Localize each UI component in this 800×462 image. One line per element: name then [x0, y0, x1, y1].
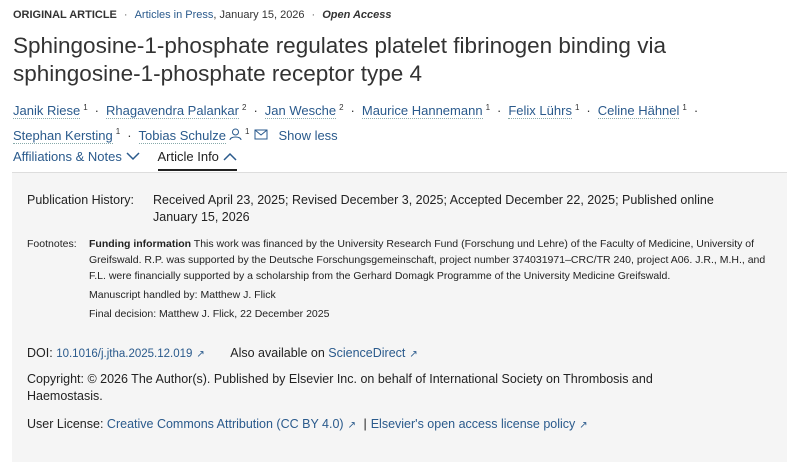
value: Funding information This work was financ…	[89, 236, 769, 322]
license-row: User License: Creative Commons Attributi…	[27, 417, 588, 431]
final-decision: Final decision: Matthew J. Flick, 22 Dec…	[89, 308, 330, 320]
tabs: Affiliations & Notes Article Info	[13, 149, 237, 171]
chevron-up-icon	[223, 152, 237, 161]
label: Footnotes:	[27, 238, 77, 250]
author-list: Janik Riese 1 · Rhagavendra Palankar 2 · Jan W…	[13, 103, 699, 144]
tab-label: Article Info	[157, 149, 219, 164]
tab-article-info[interactable]: Article Info	[157, 149, 237, 171]
affiliation-number: 1	[574, 103, 580, 112]
label: DOI:	[27, 346, 53, 360]
label: Also available on	[230, 346, 325, 360]
doi-row: DOI: 10.1016/j.jtha.2025.12.019 ↗ Also av…	[27, 345, 418, 363]
author-link[interactable]: Maurice Hannemann	[361, 103, 483, 120]
articles-in-press-link[interactable]: Articles in Press	[134, 9, 214, 21]
affiliation-number: 2	[339, 103, 344, 112]
article-info-panel: Publication History: Received April 23, …	[12, 172, 787, 462]
affiliation-number: 1	[244, 127, 250, 137]
author-link[interactable]: Felix Lührs	[508, 103, 572, 120]
external-link-icon: ↗	[196, 349, 205, 360]
tab-affiliations[interactable]: Affiliations & Notes	[13, 149, 140, 171]
publication-history: Publication History: Received April 23, …	[27, 192, 777, 232]
affiliation-number: 2	[241, 103, 247, 112]
open-access-badge: Open Access	[322, 9, 392, 21]
pub-date: , January 15, 2026	[213, 9, 305, 21]
author-link[interactable]: Rhagavendra Palankar	[106, 103, 239, 120]
affiliation-number: 1	[682, 103, 687, 112]
author-link[interactable]: Jan Wesche	[264, 103, 337, 120]
article-type: ORIGINAL ARTICLE	[13, 9, 117, 21]
label: Publication History:	[27, 193, 134, 207]
author-link[interactable]: Tobias Schulze	[138, 127, 226, 144]
affiliation-number: 1	[83, 103, 88, 112]
doi-link[interactable]: 10.1016/j.jtha.2025.12.019	[56, 348, 193, 360]
license-policy-link[interactable]: Elsevier's open access license policy	[370, 417, 576, 431]
affiliation-number: 1	[115, 127, 121, 137]
author-link[interactable]: Stephan Kersting	[13, 127, 113, 144]
page-title: Sphingosine-1-phosphate regulates platel…	[13, 33, 666, 86]
chevron-down-icon	[125, 152, 140, 161]
external-link-icon: ↗	[347, 420, 356, 431]
author-link[interactable]: Celine Hähnel	[597, 103, 680, 120]
email-icon[interactable]	[249, 128, 268, 143]
copyright: Copyright: © 2026 The Author(s). Publish…	[27, 372, 653, 403]
external-link-icon: ↗	[579, 420, 588, 431]
person-icon	[226, 128, 242, 143]
label: User License:	[27, 417, 104, 431]
affiliation-number: 1	[485, 103, 491, 112]
value: Received April 23, 2025; Revised Decembe…	[153, 193, 714, 224]
cc-license-link[interactable]: Creative Commons Attribution (CC BY 4.0)	[106, 417, 344, 431]
show-less-button[interactable]: Show less	[278, 127, 338, 143]
external-link-icon: ↗	[409, 349, 418, 360]
handled-by: Manuscript handled by: Matthew J. Flick	[89, 289, 276, 301]
article-meta: ORIGINAL ARTICLE · Articles in Press, Janu…	[13, 9, 392, 21]
author-link[interactable]: Janik Riese	[13, 103, 81, 120]
tab-label: Affiliations & Notes	[13, 149, 122, 164]
sciencedirect-link[interactable]: ScienceDirect	[328, 346, 406, 360]
